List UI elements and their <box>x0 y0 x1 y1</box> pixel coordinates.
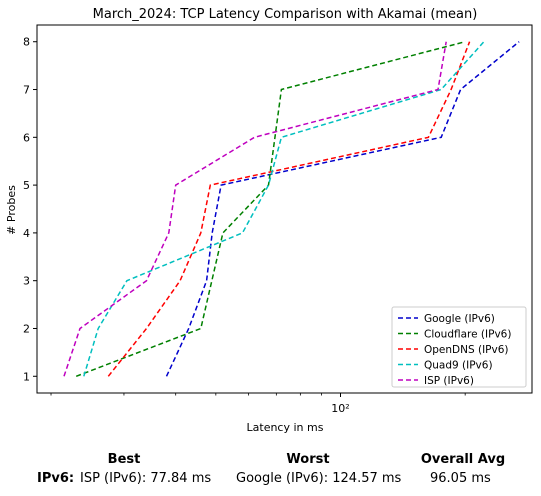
summary-row-label: IPv6: <box>37 471 75 486</box>
series-line-1 <box>75 40 466 378</box>
y-axis-label: # Probes <box>5 185 18 235</box>
series-line-2 <box>107 41 471 377</box>
series-line-4 <box>63 41 447 377</box>
y-tick-label: 4 <box>23 227 30 240</box>
series-line-0 <box>165 41 520 377</box>
series-group <box>63 40 520 378</box>
series-line-3 <box>83 41 485 377</box>
plot-area <box>36 24 533 394</box>
summary-header-overall: Overall Avg <box>420 452 506 467</box>
y-tick-label: 8 <box>23 36 30 49</box>
summary-header-worst: Worst <box>286 452 330 467</box>
legend-label-1: Cloudflare (IPv6) <box>424 329 511 341</box>
legend: Google (IPv6) Cloudflare (IPv6) OpenDNS (I… <box>391 306 527 388</box>
summary-table: Best Worst Overall Avg IPv6: ISP (IPv6):… <box>0 448 541 496</box>
legend-box <box>391 306 527 388</box>
y-tick-label: 7 <box>23 84 30 97</box>
x-axis-label: Latency in ms <box>247 421 324 434</box>
chart-title: March_2024: TCP Latency Comparison with … <box>93 7 478 22</box>
summary-overall-value: 96.05 ms <box>430 471 491 486</box>
legend-label-4: ISP (IPv6) <box>424 375 474 387</box>
latency-chart: March_2024: TCP Latency Comparison with … <box>5 7 533 434</box>
y-tick-label: 6 <box>23 131 30 144</box>
y-tick-label: 1 <box>23 370 30 383</box>
x-tick-label: 10² <box>331 402 349 415</box>
legend-label-2: OpenDNS (IPv6) <box>424 344 509 356</box>
summary-best-value: ISP (IPv6): 77.84 ms <box>80 471 212 486</box>
y-tick-label: 3 <box>23 275 30 288</box>
summary-header-best: Best <box>107 452 141 467</box>
axis-ticks: 1 2 3 4 5 6 7 8 10² <box>23 36 466 415</box>
summary-worst-value: Google (IPv6): 124.57 ms <box>236 471 402 486</box>
y-tick-label: 5 <box>23 179 30 192</box>
legend-label-3: Quad9 (IPv6) <box>424 360 493 372</box>
y-tick-label: 2 <box>23 322 30 335</box>
legend-label-0: Google (IPv6) <box>424 313 495 325</box>
